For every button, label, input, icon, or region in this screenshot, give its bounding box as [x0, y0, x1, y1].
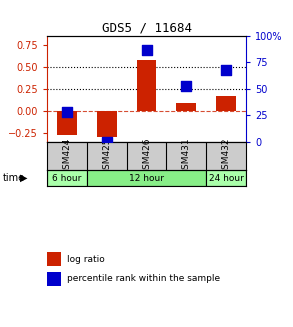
Point: [64, 110, 69, 115]
Text: ▶: ▶: [20, 173, 28, 183]
Text: GSM432: GSM432: [222, 137, 231, 175]
Bar: [216, 96, 236, 111]
Bar: [206, 170, 246, 186]
Bar: [176, 103, 196, 111]
Bar: [137, 60, 156, 111]
Point: [224, 67, 229, 72]
Bar: [47, 252, 61, 266]
Text: GSM426: GSM426: [142, 137, 151, 175]
Text: time: time: [3, 173, 25, 183]
Text: 24 hour: 24 hour: [209, 174, 244, 183]
Text: percentile rank within the sample: percentile rank within the sample: [67, 274, 220, 283]
Text: GSM431: GSM431: [182, 137, 191, 175]
Bar: [57, 111, 77, 135]
Text: log ratio: log ratio: [67, 255, 105, 264]
Bar: [47, 170, 87, 186]
Text: GSM425: GSM425: [102, 137, 111, 175]
Point: [104, 139, 109, 144]
Text: GSM424: GSM424: [62, 137, 71, 175]
Bar: [87, 170, 206, 186]
Bar: [97, 111, 117, 137]
Point: [184, 83, 189, 88]
Bar: [47, 272, 61, 286]
Text: 12 hour: 12 hour: [129, 174, 164, 183]
Text: GDS5 / 11684: GDS5 / 11684: [101, 21, 192, 34]
Point: [144, 47, 149, 52]
Text: 6 hour: 6 hour: [52, 174, 81, 183]
